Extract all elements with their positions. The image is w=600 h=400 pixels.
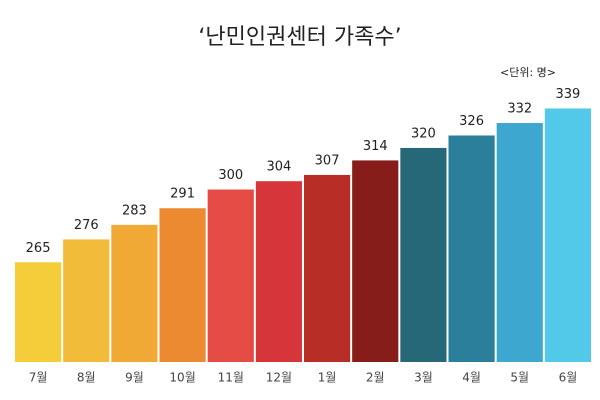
bar	[255, 181, 302, 362]
x-tick-label: 6월	[559, 371, 578, 385]
bar	[400, 147, 447, 362]
x-tick-label: 11월	[218, 371, 244, 385]
x-tick-label: 4월	[462, 371, 481, 385]
x-tick-label: 1월	[318, 371, 337, 385]
x-tick-label: 7월	[29, 371, 48, 385]
bar	[111, 224, 158, 362]
x-tick-label: 3월	[414, 371, 433, 385]
bar	[159, 208, 206, 362]
x-tick-label: 12월	[266, 371, 292, 385]
x-tick-label: 9월	[125, 371, 144, 385]
value-label: 314	[363, 139, 388, 154]
value-label: 307	[315, 153, 340, 168]
value-label: 283	[122, 203, 147, 218]
value-label: 304	[267, 160, 292, 175]
bar	[207, 189, 254, 362]
unit-label: <단위: 명>	[500, 66, 556, 79]
value-label: 265	[26, 241, 51, 256]
x-tick-label: 5월	[510, 371, 529, 385]
value-label: 326	[459, 114, 484, 129]
x-tick-label: 8월	[77, 371, 96, 385]
bar	[63, 239, 110, 362]
bar	[304, 174, 351, 362]
bar	[496, 123, 543, 362]
bar	[544, 108, 591, 362]
value-label: 291	[170, 187, 195, 202]
value-label: 339	[556, 87, 581, 102]
value-label: 320	[411, 126, 436, 141]
chart-title: ‘난민인권센터 가족수’	[198, 25, 401, 50]
value-label: 276	[74, 218, 99, 233]
bar	[448, 135, 495, 362]
bar	[352, 160, 399, 362]
x-tick-label: 2월	[366, 371, 385, 385]
bar	[15, 262, 62, 362]
value-label: 300	[218, 168, 243, 183]
value-label: 332	[507, 102, 532, 117]
x-tick-label: 10월	[169, 371, 195, 385]
